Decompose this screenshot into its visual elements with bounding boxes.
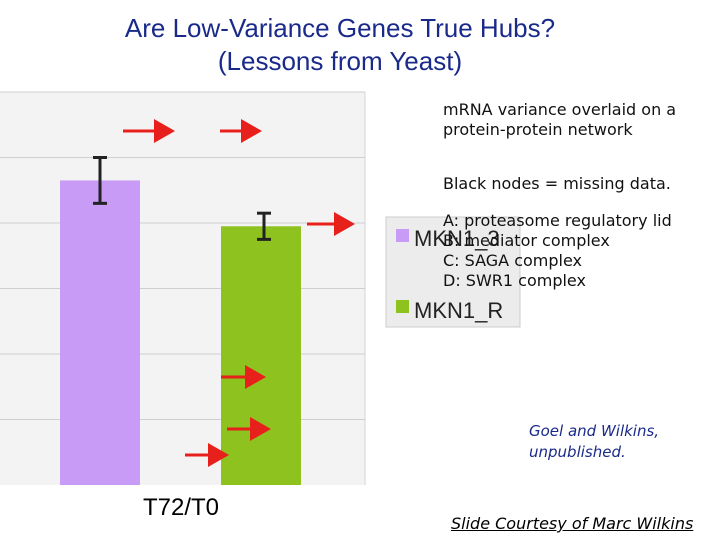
missing-data-note: Black nodes = missing data.	[443, 174, 671, 193]
citation: Goel and Wilkins, unpublished.	[529, 421, 659, 463]
overlay-line-1: mRNA variance overlaid on a	[443, 100, 677, 119]
category-label: T72/T0	[143, 494, 219, 521]
overlay-line-2: protein-protein network	[443, 120, 633, 139]
title-line-2: (Lessons from Yeast)	[217, 46, 463, 76]
bars	[60, 180, 301, 486]
citation-line-2: unpublished.	[529, 443, 626, 461]
complex-d: D: SWR1 complex	[443, 271, 586, 290]
error-bar-mkn1-3	[93, 156, 107, 205]
error-bars	[93, 156, 271, 241]
legend-label-mkn1-3: MKN1_3	[414, 226, 500, 251]
slide-title: Are Low-Variance Genes True Hubs? (Lesso…	[0, 12, 680, 78]
legend-swatch-mkn1-3	[396, 229, 409, 242]
citation-line-1: Goel and Wilkins,	[529, 422, 660, 440]
complex-b: B: mediator complex	[443, 231, 610, 250]
legend-label-mkn1-r: MKN1_R	[414, 298, 503, 323]
error-bar-mkn1-r	[257, 211, 271, 241]
complex-c: C: SAGA complex	[443, 251, 582, 270]
complex-a: A: proteasome regulatory lid	[443, 211, 672, 230]
bar-mkn1-r	[221, 226, 301, 485]
legend: MKN1_3 MKN1_R	[385, 216, 521, 328]
title-line-1: Are Low-Variance Genes True Hubs?	[124, 13, 556, 43]
red-arrows	[123, 119, 355, 467]
bar-mkn1-3	[60, 180, 140, 486]
legend-swatch-mkn1-r	[396, 300, 409, 313]
slide-courtesy: Slide Courtesy of Marc Wilkins	[451, 514, 694, 533]
notes-panel: mRNA variance overlaid on a protein-prot…	[443, 100, 676, 291]
